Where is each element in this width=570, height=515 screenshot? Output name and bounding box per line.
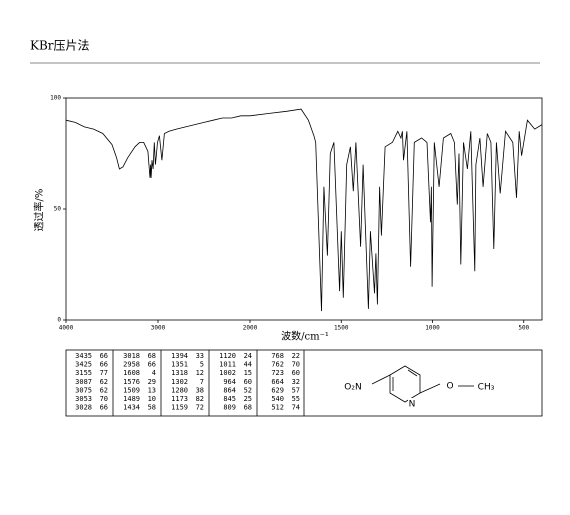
x-axis-label: 波数/cm⁻¹ [281, 330, 329, 343]
table-cell: 664 [271, 378, 284, 386]
table-cell: 74 [292, 404, 300, 412]
y-tick-label: 0 [57, 317, 61, 324]
ring-bond [407, 369, 418, 377]
table-cell: 10 [148, 395, 156, 403]
table-cell: 3435 [75, 352, 92, 360]
table-cell: 68 [148, 352, 156, 360]
atom-label: N [409, 400, 416, 410]
table-cell: 1489 [123, 395, 140, 403]
table-cell: 66 [100, 352, 108, 360]
label-bg [408, 398, 418, 408]
table-cell: 60 [244, 378, 252, 386]
table-cell: 1351 [171, 361, 188, 369]
bond [371, 374, 391, 385]
table-cell: 77 [100, 369, 108, 377]
x-tick-label: 1000 [425, 325, 440, 332]
ring [389, 365, 421, 403]
table-cell: 70 [292, 361, 300, 369]
x-tick-label: 1500 [334, 325, 349, 332]
table-cell: 29 [148, 378, 156, 386]
table-cell: 3018 [123, 352, 140, 360]
table-cell: 4 [152, 369, 156, 377]
table-cell: 964 [223, 378, 236, 386]
table-cell: 3087 [75, 378, 92, 386]
table-cell: 1173 [171, 395, 188, 403]
table-cell: 68 [244, 404, 252, 412]
table-cell: 540 [271, 395, 284, 403]
x-tick-label: 2000 [243, 325, 258, 332]
x-tick-label: 500 [518, 325, 529, 332]
table-cell: 55 [292, 395, 300, 403]
atom-label: CH₃ [478, 383, 495, 393]
table-cell: 723 [271, 369, 284, 377]
y-tick-label: 50 [54, 206, 62, 213]
table-cell: 38 [196, 386, 204, 394]
table-cell: 62 [100, 386, 108, 394]
y-axis-label: 透过率/% [33, 189, 46, 232]
table-cell: 24 [244, 352, 252, 360]
table-cell: 512 [271, 404, 284, 412]
table-cell: 66 [148, 361, 156, 369]
table-cell: 32 [292, 378, 300, 386]
table-cell: 1280 [171, 386, 188, 394]
table-cell: 5 [200, 361, 204, 369]
table-cell: 1011 [219, 361, 236, 369]
table-cell: 62 [100, 378, 108, 386]
table-cell: 3053 [75, 395, 92, 403]
table-cell: 58 [148, 404, 156, 412]
table-cell: 762 [271, 361, 284, 369]
table-cell: 13 [148, 386, 156, 394]
table-cell: 1302 [171, 378, 188, 386]
table-cell: 44 [244, 361, 252, 369]
table-cell: 2958 [123, 361, 140, 369]
table-cell: 3155 [75, 369, 92, 377]
table-cell: 33 [196, 352, 204, 360]
table-cell: 66 [100, 404, 108, 412]
table-cell: 7 [200, 378, 204, 386]
table-cell: 52 [244, 386, 252, 394]
x-tick-label: 3000 [151, 325, 166, 332]
atom-label: O₂N [344, 383, 361, 393]
table-cell: 1509 [123, 386, 140, 394]
table-cell: 66 [100, 361, 108, 369]
table-cell: 15 [244, 369, 252, 377]
table-cell: 845 [223, 395, 236, 403]
atom-label: O [446, 382, 453, 392]
table-cell: 3425 [75, 361, 92, 369]
table-cell: 82 [196, 395, 204, 403]
table-cell: 1576 [123, 378, 140, 386]
structure [371, 365, 474, 403]
table-cell: 3028 [75, 404, 92, 412]
table-cell: 629 [271, 386, 284, 394]
y-tick-label: 100 [50, 95, 61, 102]
table-cell: 1318 [171, 369, 188, 377]
table-cell: 809 [223, 404, 236, 412]
table-cell: 768 [271, 352, 284, 360]
table-cell: 72 [196, 404, 204, 412]
table-cell: 12 [196, 369, 204, 377]
table-cell: 1002 [219, 369, 236, 377]
table-cell: 1159 [171, 404, 188, 412]
spectrum-line [65, 108, 543, 312]
table-cell: 1434 [123, 404, 140, 412]
table-cell: 864 [223, 386, 236, 394]
table-cell: 25 [244, 395, 252, 403]
table-cell: 1120 [219, 352, 236, 360]
bond [419, 383, 441, 394]
table-cell: 1394 [171, 352, 188, 360]
table-cell: 22 [292, 352, 300, 360]
table-cell: 70 [100, 395, 108, 403]
table-cell: 60 [292, 369, 300, 377]
table-cell: 3075 [75, 386, 92, 394]
table-cell: 1608 [123, 369, 140, 377]
x-tick-label: 4000 [59, 325, 74, 332]
table-cell: 57 [292, 386, 300, 394]
header-title: KBr压片法 [30, 39, 90, 53]
